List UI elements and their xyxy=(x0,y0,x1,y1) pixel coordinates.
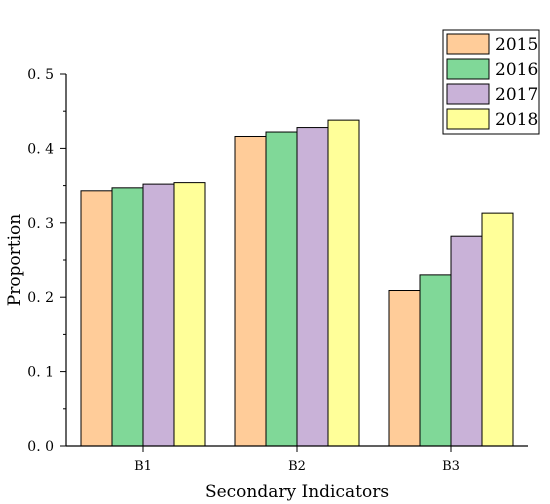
legend-swatch-2015 xyxy=(446,33,490,55)
bar-b2-2015 xyxy=(234,135,267,447)
bar-b3-2018 xyxy=(481,212,514,447)
legend-label-2018: 2018 xyxy=(495,110,538,130)
bar-b1-2015 xyxy=(80,190,113,447)
legend: 2015 2016 2017 2018 xyxy=(442,29,540,135)
x-tick-label-b1: B1 xyxy=(134,459,152,474)
x-tick-label-b3: B3 xyxy=(442,459,460,474)
bar-b2-2016 xyxy=(265,131,298,447)
bar-b1-2016 xyxy=(111,187,144,447)
bar-b2-2018 xyxy=(327,119,360,447)
y-tick-label: 0. 0 xyxy=(27,439,54,455)
legend-swatch-2018 xyxy=(446,108,490,130)
y-tick-label: 0. 2 xyxy=(27,290,54,306)
legend-label-2015: 2015 xyxy=(495,35,538,55)
y-tick-label: 0. 3 xyxy=(27,216,54,232)
legend-swatch-2017 xyxy=(446,83,490,105)
legend-label-2017: 2017 xyxy=(495,85,538,105)
y-tick-label: 0. 1 xyxy=(27,365,54,381)
bar-b2-2017 xyxy=(296,127,329,447)
bar-b3-2015 xyxy=(388,290,421,447)
axes-layer: B1 B2 B3 0. 0 0. 1 0. 2 0. 3 0. 4 0. 5 xyxy=(27,67,528,474)
bar-b1-2018 xyxy=(173,182,206,447)
x-tick-label-b2: B2 xyxy=(288,459,306,474)
bar-b3-2017 xyxy=(450,235,483,447)
y-tick-label: 0. 4 xyxy=(27,141,54,157)
y-tick-label: 0. 5 xyxy=(27,67,54,83)
legend-swatch-2016 xyxy=(446,58,490,80)
y-axis-title: Proportion xyxy=(5,214,25,307)
legend-label-2016: 2016 xyxy=(495,60,538,80)
bar-b3-2016 xyxy=(419,274,452,447)
bars-layer xyxy=(80,119,514,447)
bar-b1-2017 xyxy=(142,183,175,447)
x-axis-title: Secondary Indicators xyxy=(205,482,389,502)
